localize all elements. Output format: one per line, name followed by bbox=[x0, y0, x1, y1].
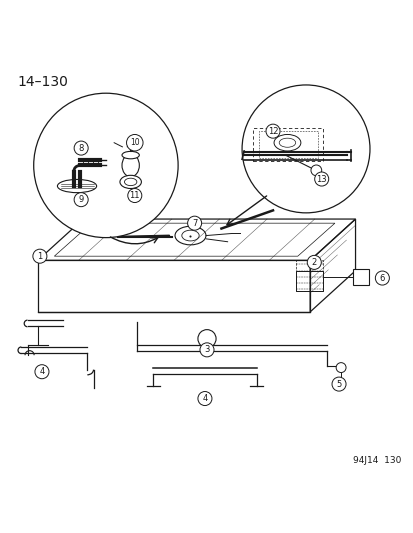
Circle shape bbox=[33, 93, 178, 238]
Ellipse shape bbox=[57, 180, 96, 192]
Circle shape bbox=[242, 85, 369, 213]
Circle shape bbox=[375, 271, 389, 285]
Circle shape bbox=[74, 192, 88, 207]
Circle shape bbox=[197, 392, 211, 406]
Text: 14–130: 14–130 bbox=[17, 75, 68, 88]
Ellipse shape bbox=[122, 154, 139, 177]
Text: 2: 2 bbox=[311, 258, 316, 267]
Ellipse shape bbox=[273, 134, 300, 151]
Text: 7: 7 bbox=[192, 219, 197, 228]
Text: 9: 9 bbox=[78, 195, 83, 204]
Ellipse shape bbox=[278, 138, 295, 147]
Ellipse shape bbox=[122, 151, 139, 159]
Text: 4: 4 bbox=[39, 367, 45, 376]
Ellipse shape bbox=[120, 175, 141, 189]
Circle shape bbox=[128, 189, 142, 203]
Circle shape bbox=[74, 141, 88, 155]
Text: 6: 6 bbox=[379, 273, 384, 282]
Text: 11: 11 bbox=[129, 191, 140, 200]
Circle shape bbox=[126, 134, 143, 151]
Circle shape bbox=[331, 377, 345, 391]
Ellipse shape bbox=[124, 178, 137, 185]
Circle shape bbox=[306, 255, 320, 269]
Circle shape bbox=[310, 165, 321, 176]
Circle shape bbox=[35, 365, 49, 379]
Text: 3: 3 bbox=[204, 345, 209, 354]
Circle shape bbox=[335, 362, 345, 373]
Circle shape bbox=[266, 124, 279, 138]
Circle shape bbox=[199, 343, 214, 357]
Circle shape bbox=[187, 216, 201, 230]
Text: 13: 13 bbox=[316, 174, 326, 183]
Text: 5: 5 bbox=[336, 379, 341, 389]
Text: 12: 12 bbox=[267, 127, 278, 136]
Circle shape bbox=[314, 172, 328, 186]
Text: 1: 1 bbox=[37, 252, 43, 261]
Circle shape bbox=[33, 249, 47, 263]
Text: 8: 8 bbox=[78, 143, 84, 152]
Circle shape bbox=[197, 329, 216, 348]
Text: 10: 10 bbox=[130, 138, 139, 147]
Text: 94J14  130: 94J14 130 bbox=[352, 456, 400, 465]
Text: 4: 4 bbox=[202, 394, 207, 403]
FancyBboxPatch shape bbox=[353, 269, 368, 285]
